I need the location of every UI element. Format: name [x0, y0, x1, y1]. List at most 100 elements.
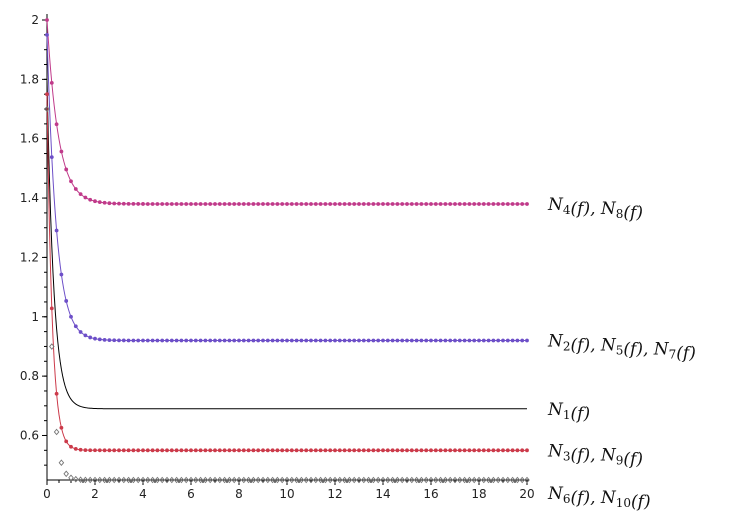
data-point	[400, 202, 405, 206]
data-point	[117, 338, 121, 343]
x-tick-label: 12	[327, 487, 342, 501]
data-point	[227, 448, 232, 453]
data-point	[323, 338, 328, 343]
data-point	[486, 448, 491, 453]
series-label-1: N4(f), N8(f)	[547, 195, 643, 223]
data-point	[520, 338, 525, 343]
data-point	[515, 202, 520, 206]
data-point	[322, 476, 329, 484]
data-point	[466, 476, 473, 484]
data-point	[491, 202, 496, 206]
data-point	[405, 202, 409, 206]
data-point	[54, 122, 59, 127]
data-point	[332, 476, 338, 484]
data-point	[304, 338, 309, 343]
data-point	[237, 338, 241, 343]
data-point	[520, 202, 525, 206]
data-point	[390, 202, 395, 206]
series-labels: N4(f), N8(f)N2(f), N5(f), N7(f)N1(f)N3(f…	[547, 195, 696, 512]
data-point	[179, 202, 184, 206]
data-point	[351, 476, 357, 484]
data-point	[140, 476, 146, 484]
data-point	[213, 448, 217, 453]
data-point	[241, 448, 246, 453]
data-point	[443, 448, 448, 453]
chart-axes: 0 2 4 6 8 10 12 14 16 18 20 0.6 0.8 1 1.2 1.4 1.6 1.8 2	[20, 13, 535, 501]
data-point	[256, 338, 261, 343]
data-point	[173, 476, 180, 484]
data-point	[520, 448, 525, 453]
data-point	[515, 338, 520, 343]
data-point	[505, 338, 510, 343]
data-point	[318, 448, 323, 453]
data-point	[246, 448, 251, 453]
data-point	[433, 338, 438, 343]
data-point	[141, 338, 145, 343]
label-subscript: 7	[669, 348, 677, 362]
data-point	[299, 202, 304, 206]
x-tick-label: 14	[375, 487, 390, 501]
label-text: (f), N	[623, 340, 669, 360]
data-point	[347, 448, 352, 453]
data-point	[58, 459, 65, 467]
data-point	[88, 448, 93, 453]
data-point	[222, 448, 227, 453]
data-point	[97, 200, 102, 205]
data-point	[141, 202, 145, 206]
data-point	[424, 448, 429, 453]
data-point	[328, 202, 333, 206]
data-point	[505, 202, 510, 206]
data-point	[169, 448, 174, 453]
series-4	[45, 92, 529, 453]
label-subscript: 10	[616, 496, 631, 510]
data-point	[121, 448, 126, 453]
data-point	[323, 448, 328, 453]
data-point	[169, 338, 174, 343]
data-point	[202, 476, 209, 484]
data-point	[405, 338, 409, 343]
series-label-5: N6(f), N10(f)	[547, 484, 651, 512]
data-point	[309, 202, 313, 206]
data-point	[342, 202, 347, 206]
data-point	[150, 338, 155, 343]
data-point	[313, 338, 318, 343]
data-point	[261, 202, 265, 206]
data-point	[208, 448, 213, 453]
data-point	[453, 448, 457, 453]
data-point	[419, 338, 424, 343]
data-point	[197, 476, 204, 484]
data-point	[467, 448, 472, 453]
label-subscript: 6	[563, 492, 571, 506]
data-point	[160, 338, 165, 343]
data-point	[510, 202, 515, 206]
data-point	[500, 476, 506, 484]
data-point	[150, 202, 155, 206]
data-point	[424, 202, 429, 206]
data-point	[117, 201, 121, 206]
data-point	[452, 476, 458, 484]
data-point	[53, 428, 60, 436]
data-point	[505, 448, 510, 453]
data-point	[241, 476, 247, 484]
label-text: (f)	[623, 449, 643, 469]
data-point	[77, 476, 84, 484]
data-point	[280, 202, 285, 206]
data-point	[207, 476, 213, 484]
data-point	[333, 448, 337, 453]
data-point	[510, 448, 515, 453]
data-point	[418, 476, 425, 484]
data-point	[371, 202, 376, 206]
data-point	[409, 448, 414, 453]
data-point	[73, 446, 78, 451]
data-point	[217, 448, 222, 453]
data-point	[212, 476, 218, 484]
data-point	[308, 476, 314, 484]
data-point	[525, 338, 529, 343]
x-tick-label: 10	[279, 487, 294, 501]
label-text: N	[547, 332, 564, 352]
data-point	[232, 338, 237, 343]
data-point	[361, 476, 367, 484]
data-point	[121, 476, 127, 484]
data-point	[490, 476, 497, 484]
label-subscript: 3	[563, 449, 571, 463]
